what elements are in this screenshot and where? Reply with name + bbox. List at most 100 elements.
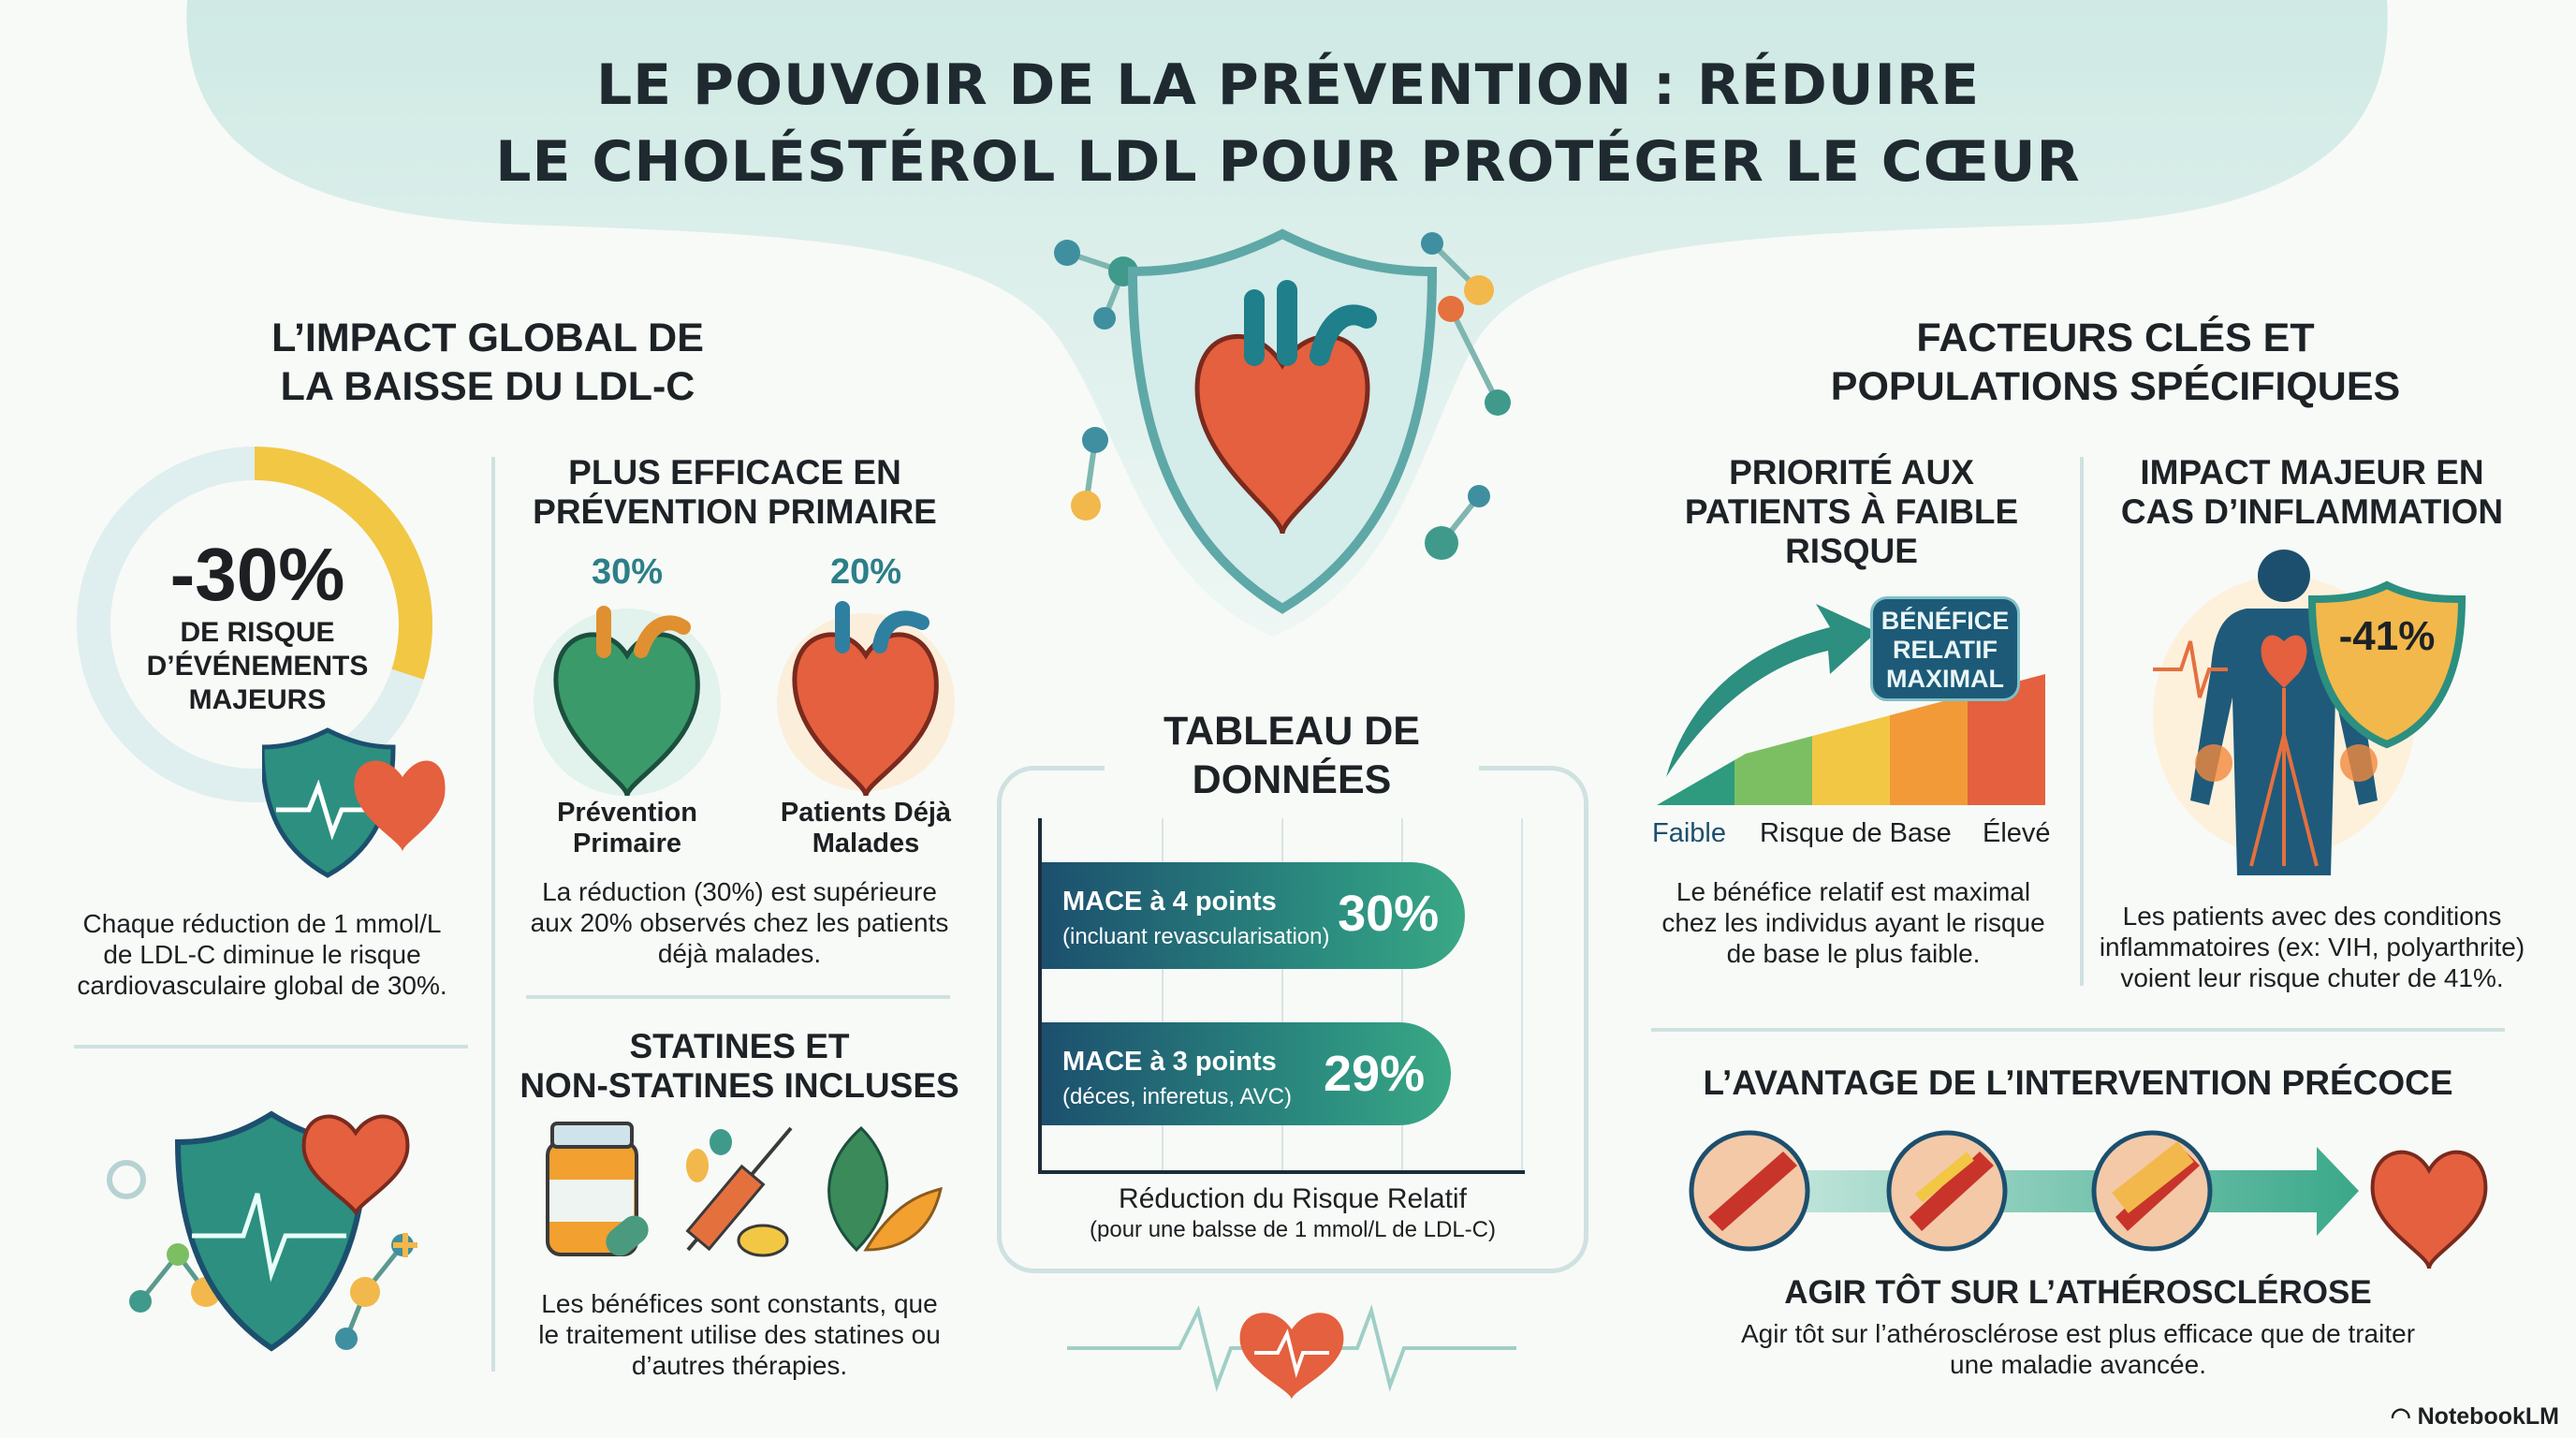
- divider: [1651, 1028, 2505, 1032]
- left-heading-line: LA BAISSE DU LDL-C: [280, 364, 695, 409]
- gridline: [1162, 818, 1164, 1170]
- text-line: aux 20% observés chez les patients: [530, 908, 949, 937]
- hearts-comparison-illustration: [534, 601, 955, 797]
- text-line: chez les individus ayant le risque: [1661, 908, 2045, 937]
- early-intervention-description: Agir tôt sur l’athérosclérose est plus e…: [1651, 1318, 2505, 1380]
- heading-line: PRÉVENTION PRIMAIRE: [533, 492, 937, 531]
- axis-label-baseline: Risque de Base: [1760, 818, 1952, 848]
- right-heading: FACTEURS CLÉS ET POPULATIONS SPÉCIFIQUES: [1741, 314, 2490, 411]
- inflammation-reduction-value: -41%: [2338, 613, 2436, 659]
- vertical-divider: [491, 457, 495, 1372]
- label-line: Prévention: [557, 798, 697, 828]
- medication-icons: [546, 1122, 943, 1257]
- heading-line: TABLEAU DE: [1164, 709, 1420, 754]
- badge-line: RELATIF: [1893, 636, 1998, 664]
- label-line: Primaire: [572, 829, 682, 858]
- statins-heading: STATINES ET NON-STATINES INCLUSES: [510, 1027, 969, 1106]
- vertical-divider: [2080, 457, 2084, 986]
- shield-heart-illustration: [1054, 228, 1511, 614]
- heading-line: PATIENTS À FAIBLE: [1684, 492, 2019, 531]
- text-line: voient leur risque chuter de 41%.: [2120, 963, 2504, 992]
- bar-sublabel: (incluant revascularisation): [1062, 924, 1330, 949]
- leaf-icon: [827, 1125, 889, 1253]
- heading-line: CAS D’INFLAMMATION: [2120, 492, 2504, 531]
- tablet-icon: [737, 1224, 789, 1257]
- risk-band: [1734, 674, 1813, 805]
- axis-label-low: Faible: [1652, 818, 1726, 848]
- primary-prevention-label: Prévention Primaire: [534, 798, 721, 859]
- brand-label: NotebookLM: [2417, 1403, 2559, 1430]
- atherosclerosis-progression-illustration: [1689, 1130, 2488, 1269]
- inflammation-heading: IMPACT MAJEUR EN CAS D’INFLAMMATION: [2097, 453, 2527, 532]
- divider: [74, 1045, 468, 1049]
- inflammation-description: Les patients avec des conditions inflamm…: [2087, 901, 2537, 993]
- notebooklm-brand: ◠ NotebookLM: [2390, 1403, 2559, 1430]
- donut-label: -30% DE RISQUE D’ÉVÉNEMENTS MAJEURS: [103, 534, 412, 717]
- bar-sublabel: (déces, inferetus, AVC): [1062, 1084, 1292, 1109]
- arrow-up-icon: [1666, 604, 1877, 777]
- axis-label-high: Élevé: [1983, 818, 2051, 848]
- donut-fill: [77, 447, 432, 802]
- progress-arrow: [1699, 1147, 2359, 1236]
- donut-caption: DE RISQUE: [180, 617, 335, 648]
- low-risk-heading: PRIORITÉ AUX PATIENTS À FAIBLE RISQUE: [1655, 453, 2048, 571]
- gridline: [1401, 818, 1403, 1170]
- text-line: Le bénéfice relatif est maximal: [1676, 877, 2031, 906]
- primary-prevention-value: 30%: [591, 552, 664, 592]
- text-line: cardiovasculaire global de 30%.: [77, 971, 447, 1000]
- heading-line: RISQUE: [1785, 532, 1918, 570]
- early-intervention-heading: L’AVANTAGE DE L’INTERVENTION PRÉCOCE: [1703, 1064, 2453, 1102]
- bar-mace-3-points: MACE à 3 points (déces, inferetus, AVC) …: [1042, 1022, 1452, 1125]
- badge-line: BÉNÉFICE: [1881, 607, 2010, 635]
- heading-line: STATINES ET: [629, 1027, 850, 1065]
- divider: [526, 995, 950, 999]
- label-line: Patients Déjà: [780, 798, 952, 828]
- left-description: Chaque réduction de 1 mmol/L de LDL-C di…: [56, 908, 468, 1001]
- text-line: déjà malades.: [657, 939, 822, 968]
- heart-icon: [2370, 1150, 2488, 1269]
- shield-molecule-icon: [107, 1110, 417, 1352]
- statins-description: Les bénéfices sont constants, que le tra…: [510, 1288, 969, 1381]
- heading-line: PRIORITÉ AUX: [1729, 453, 1974, 492]
- early-intervention-subheading: AGIR TÔT SUR L’ATHÉROSCLÉROSE: [1784, 1274, 2372, 1311]
- chart-caption-sub: (pour une balsse de 1 mmol/L de LDL-C): [1090, 1217, 1496, 1242]
- heading-line: NON-STATINES INCLUSES: [520, 1066, 959, 1105]
- text-line: inflammatoires (ex: VIH, polyarthrite): [2099, 932, 2525, 961]
- text-line: de LDL-C diminue le risque: [103, 940, 421, 969]
- primary-description: La réduction (30%) est supérieure aux 20…: [510, 876, 969, 969]
- bar-value: 30%: [1338, 886, 1440, 942]
- risk-reduction-bar-chart: MACE à 4 points (incluant revascularisat…: [1038, 818, 1525, 1174]
- shield-heart-icon: [262, 727, 446, 878]
- low-risk-description: Le bénéfice relatif est maximal chez les…: [1647, 876, 2059, 969]
- title-line-1: LE POUVOIR DE LA PRÉVENTION : RÉDUIRE: [595, 52, 1981, 118]
- bar-mace-4-points: MACE à 4 points (incluant revascularisat…: [1042, 862, 1466, 969]
- gridline: [1281, 818, 1283, 1170]
- shield-icon: [2307, 580, 2466, 749]
- text-line: Les bénéfices sont constants, que: [541, 1289, 938, 1318]
- text-line: Chaque réduction de 1 mmol/L: [82, 909, 442, 938]
- label-line: Malades: [812, 829, 920, 858]
- human-body-inflammation-illustration: [2153, 550, 2466, 875]
- text-line: le traitement utilise des statines ou: [538, 1320, 941, 1349]
- data-table-heading: TABLEAU DE DONNÉES: [1105, 707, 1479, 804]
- donut-caption: D’ÉVÉNEMENTS: [146, 651, 369, 682]
- sick-patients-label: Patients Déjà Malades: [758, 798, 973, 859]
- bar-value: 29%: [1324, 1046, 1426, 1102]
- donut-caption: MAJEURS: [188, 684, 327, 715]
- chart-caption: Réduction du Risque Relatif: [1119, 1183, 1467, 1214]
- text-line: Les patients avec des conditions: [2122, 902, 2502, 931]
- donut-value: -30%: [169, 533, 345, 616]
- heading-line: PLUS EFFICACE EN: [568, 453, 901, 492]
- heading-line: POPULATIONS SPÉCIFIQUES: [1830, 364, 2401, 409]
- text-line: La réduction (30%) est supérieure: [542, 877, 937, 906]
- text-line: de base le plus faible.: [1726, 939, 1981, 968]
- primary-heading: PLUS EFFICACE EN PRÉVENTION PRIMAIRE: [510, 453, 959, 532]
- page-title: LE POUVOIR DE LA PRÉVENTION : RÉDUIRE LE…: [0, 47, 2576, 200]
- heartbeat-heart-icon: [1067, 1304, 1516, 1400]
- capsule-icon: [606, 1215, 649, 1256]
- text-line: Agir tôt sur l’athérosclérose est plus e…: [1740, 1319, 2416, 1348]
- max-benefit-badge: BÉNÉFICE RELATIF MAXIMAL: [1870, 596, 2020, 701]
- heading-line: FACTEURS CLÉS ET: [1916, 315, 2315, 360]
- heading-line: IMPACT MAJEUR EN: [2140, 453, 2484, 492]
- badge-line: MAXIMAL: [1886, 665, 2004, 693]
